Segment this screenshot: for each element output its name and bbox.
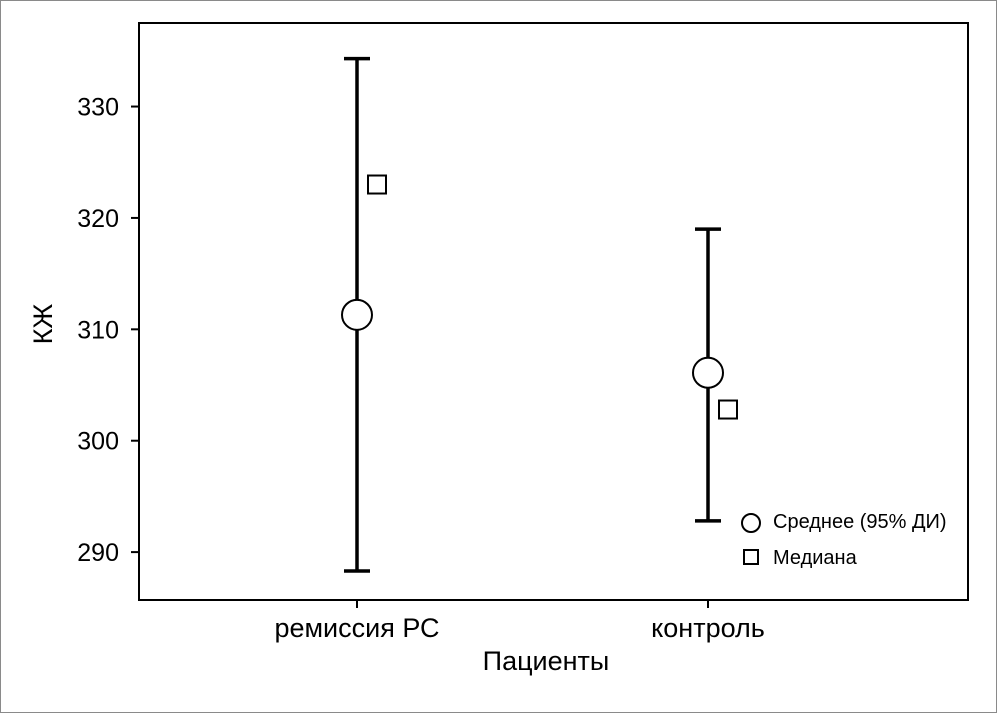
legend-mean-label: Среднее (95% ДИ) [773, 511, 947, 533]
y-tick-label: 330 [77, 94, 119, 122]
series-layer [341, 56, 738, 573]
y-tick-label: 310 [77, 316, 119, 344]
legend-median-label: Медиана [773, 547, 858, 569]
y-tick-label: 300 [77, 428, 119, 456]
y-tick-label: 290 [77, 539, 119, 567]
mean-marker [341, 298, 373, 331]
x-axis: ремиссия РС контроль [274, 600, 765, 643]
error-bar-group [692, 227, 738, 523]
legend-mean-marker [741, 513, 761, 533]
mean-marker [692, 356, 724, 389]
plot-area [138, 22, 969, 601]
median-marker [718, 399, 738, 420]
y-axis: 290 300 310 320 330 [77, 94, 139, 567]
legend-median-marker [743, 549, 759, 565]
y-tick-label: 320 [77, 205, 119, 233]
x-axis-title: Пациенты [483, 646, 610, 676]
error-bar-group [341, 56, 387, 573]
y-axis-title: КЖ [28, 304, 58, 345]
x-tick-label: контроль [651, 613, 765, 643]
x-tick-label: ремиссия РС [274, 613, 439, 643]
legend: Среднее (95% ДИ) Медиана [741, 511, 947, 569]
median-marker [367, 174, 387, 195]
